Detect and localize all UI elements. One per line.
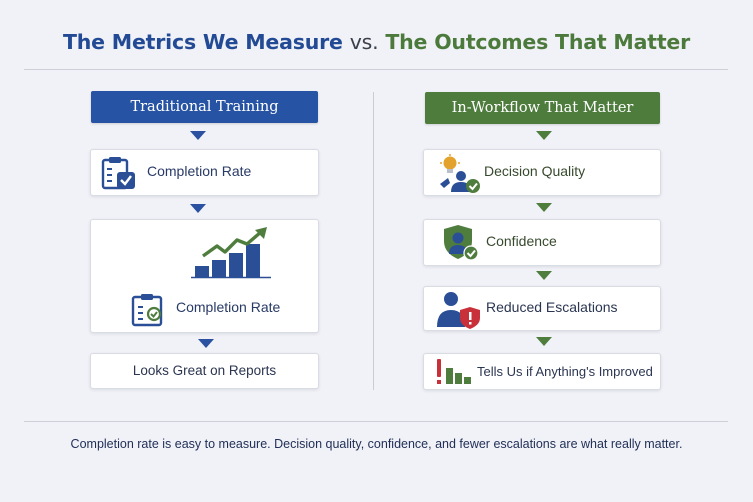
decision-quality-card: Decision Quality xyxy=(423,149,661,196)
title-vs: vs. xyxy=(349,30,379,54)
rising-bar-chart-icon xyxy=(191,227,271,279)
looks-great-label: Looks Great on Reports xyxy=(132,363,277,378)
confidence-card: Confidence xyxy=(423,219,661,266)
person-alert-icon xyxy=(437,292,480,329)
completion-rate-card: Completion Rate xyxy=(90,149,319,196)
looks-great-card: Looks Great on Reports xyxy=(90,353,319,389)
confidence-label: Confidence xyxy=(486,233,557,249)
completion-rate-chart-card: Completion Rate xyxy=(90,219,319,333)
down-arrow-icon xyxy=(536,203,552,212)
decision-quality-label: Decision Quality xyxy=(484,163,586,179)
header-label: In-Workflow That Matter xyxy=(451,100,634,116)
title-left-part: The Metrics We Measure xyxy=(62,30,343,54)
completion-rate-label: Completion Rate xyxy=(147,163,252,179)
top-divider xyxy=(24,69,728,70)
title-right-part: The Outcomes That Matter xyxy=(385,30,691,54)
center-divider xyxy=(373,92,374,390)
footer-caption: Completion rate is easy to measure. Deci… xyxy=(70,437,683,451)
down-arrow-icon xyxy=(190,131,206,140)
header-label: Traditional Training xyxy=(130,99,279,115)
down-arrow-icon xyxy=(198,339,214,348)
down-arrow-icon xyxy=(190,204,206,213)
shield-person-icon xyxy=(444,225,479,261)
clipboard-check-icon xyxy=(101,157,135,190)
traditional-training-header: Traditional Training xyxy=(91,91,318,123)
clipboard-check-icon xyxy=(131,294,163,327)
reduced-escalations-label: Reduced Escalations xyxy=(486,299,618,315)
lightbulb-person-icon xyxy=(440,154,480,193)
alert-bar-chart-icon xyxy=(437,359,471,384)
in-workflow-header: In-Workflow That Matter xyxy=(425,92,660,124)
bottom-divider xyxy=(24,421,728,422)
down-arrow-icon xyxy=(536,337,552,346)
page-title: The Metrics We Measure vs. The Outcomes … xyxy=(0,30,753,54)
down-arrow-icon xyxy=(536,271,552,280)
completion-rate-label: Completion Rate xyxy=(176,299,281,315)
tells-us-card: Tells Us if Anything's Improved xyxy=(423,353,661,390)
down-arrow-icon xyxy=(536,131,552,140)
tells-us-label: Tells Us if Anything's Improved xyxy=(477,364,653,379)
reduced-escalations-card: Reduced Escalations xyxy=(423,286,661,331)
